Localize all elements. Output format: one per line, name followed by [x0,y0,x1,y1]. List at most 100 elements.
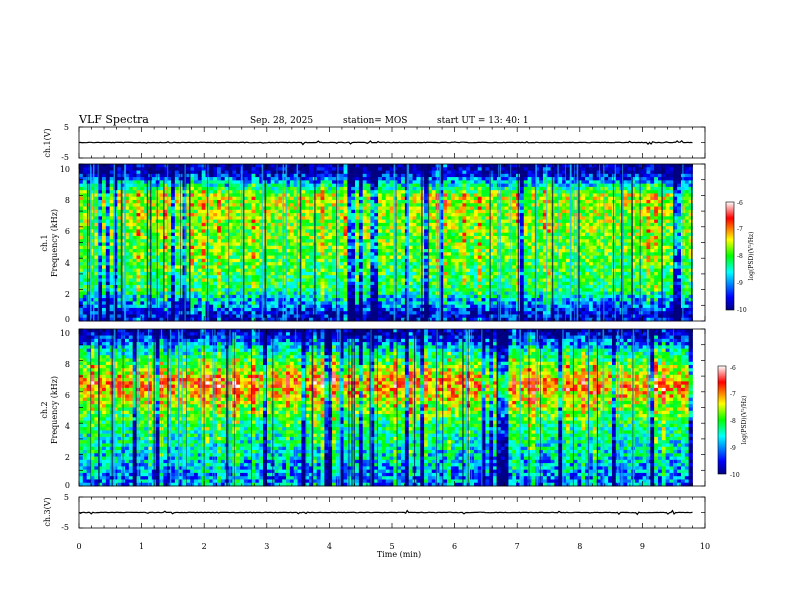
spectrogram-cell [416,207,420,211]
spectrogram-cell [401,249,405,253]
spectrogram-cell [370,275,374,279]
spectrogram-cell [110,259,114,263]
spectrogram-cell [317,262,321,266]
spectrogram-cell [248,200,252,204]
spectrogram-cell [367,249,371,253]
spectrogram-cell [102,197,106,201]
spectrogram-cell [244,171,248,175]
spectrogram-cell [443,236,447,240]
spectrogram-cell [309,269,313,273]
spectrogram-cell [271,184,275,188]
spectrogram-cell [137,200,141,204]
spectrogram-cell [190,193,194,197]
spectrogram-cell [198,213,202,217]
spectrogram-cell [332,272,336,276]
spectrogram-cell [213,272,217,276]
spectrogram-cell [106,220,110,224]
spectrogram-cell [432,174,436,178]
spectrogram-cell [401,190,405,194]
spectrogram-cell [229,282,233,286]
spectrogram-cell [443,256,447,260]
spectrogram-cell [79,252,83,256]
spectrogram-cell [232,301,236,305]
spectrogram-cell [225,174,229,178]
spectrogram-cell [363,243,367,247]
spectrogram-cell [129,314,133,318]
spectrogram-cell [374,236,378,240]
spectrogram-cell [236,164,240,168]
spectrogram-cell [194,239,198,243]
spectrogram-cell [225,272,229,276]
spectrogram-cell [232,197,236,201]
spectrogram-cell [328,243,332,247]
spectrogram-cell [466,236,470,240]
spectrogram-cell [152,249,156,253]
spectrogram-cell [351,246,355,250]
spectrogram-cell [225,167,229,171]
spectrogram-cell [106,187,110,191]
spectrogram-cell [217,226,221,230]
spectrogram-cell [248,226,252,230]
spectrogram-cell [244,275,248,279]
spectrogram-cell [459,236,463,240]
spectrogram-cell [340,259,344,263]
spectrogram-cell [374,167,378,171]
spectrogram-cell [229,187,233,191]
spectrogram-cell [344,164,348,168]
spectrogram-cell [455,213,459,217]
spectrogram-cell [198,216,202,220]
spectrogram-cell [232,298,236,302]
spectrogram-cell [301,265,305,269]
spectrogram-cell [129,226,133,230]
spectrogram-cell [106,167,110,171]
spectrogram-cell [213,282,217,286]
spectrogram-cell [309,174,313,178]
spectrogram-cell [252,171,256,175]
spectrogram-cell [275,220,279,224]
spectrogram-cell [447,314,451,318]
spectrogram-cell [267,288,271,292]
spectrogram-cell [344,269,348,273]
spectrogram-cell [324,292,328,296]
spectrogram-cell [209,167,213,171]
spectrogram-cell [370,301,374,305]
spectrogram-cell [232,305,236,309]
spectrogram-cell [137,308,141,312]
spectrogram-cell [229,305,233,309]
spectrogram-cell [244,223,248,227]
spectrogram-cell [221,262,225,266]
spectrogram-cell [160,269,164,273]
spectrogram-cell [110,216,114,220]
spectrogram-cell [137,252,141,256]
spectrogram-cell [213,180,217,184]
spectrogram-cell [290,305,294,309]
spectrogram-cell [309,200,313,204]
spectrogram-cell [409,243,413,247]
spectrogram-cell [447,216,451,220]
spectrogram-cell [451,177,455,181]
spectrogram-cell [324,190,328,194]
spectrogram-cell [432,314,436,318]
spectrogram-cell [401,193,405,197]
spectrogram-cell [374,265,378,269]
spectrogram-cell [244,180,248,184]
spectrogram-cell [332,167,336,171]
spectrogram-cell [397,233,401,237]
spectrogram-cell [447,203,451,207]
spectrogram-cell [198,239,202,243]
spectrogram-cell [137,301,141,305]
spectrogram-cell [443,282,447,286]
spectrogram-cell [424,259,428,263]
spectrogram-cell [305,252,309,256]
spectrogram-cell [451,252,455,256]
spectrogram-cell [378,256,382,260]
spectrogram-cell [83,252,87,256]
spectrogram-cell [98,298,102,302]
spectrogram-cell [321,275,325,279]
spectrogram-cell [351,184,355,188]
spectrogram-cell [133,275,137,279]
spectrogram-cell [459,249,463,253]
spectrogram-cell [424,210,428,214]
spectrogram-cell [332,226,336,230]
